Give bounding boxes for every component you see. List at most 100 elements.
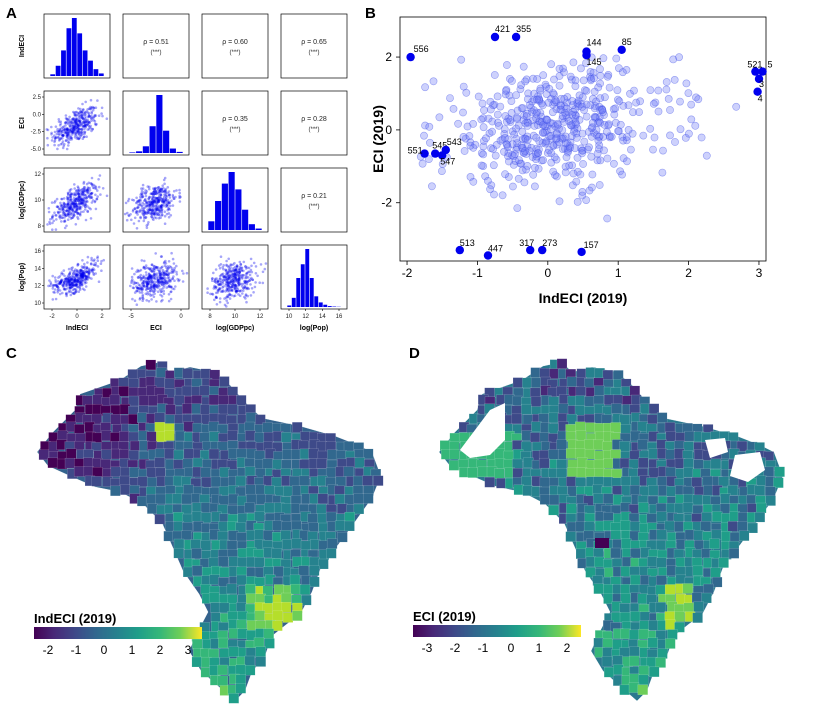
scatter-point [500, 125, 509, 134]
pair-scatter-point [155, 204, 159, 207]
pair-scatter-point [92, 115, 96, 119]
pair-scatter-point [83, 124, 86, 127]
pair-scatter-point [74, 278, 78, 281]
pair-scatter-point [63, 121, 67, 125]
scatter-point [691, 121, 700, 130]
pair-scatter-point [90, 192, 93, 195]
pair-scatter-point [154, 199, 157, 202]
pair-scatter-point [78, 119, 82, 123]
scatter-point [500, 134, 509, 142]
pair-scatter-point [139, 204, 143, 207]
pair-scatter-point [72, 129, 76, 133]
pair-scatter-point [225, 299, 228, 302]
municipality [182, 403, 193, 414]
highlighted-point [406, 52, 415, 62]
pair-scatter-point [54, 283, 57, 287]
pair-scatter-point [79, 199, 82, 202]
x-tick-label: 0 [544, 266, 551, 280]
municipality [309, 565, 320, 576]
pair-scatter-point [159, 273, 163, 277]
pair-scatter-point [68, 198, 72, 201]
municipality [154, 513, 165, 525]
municipality [667, 629, 678, 640]
scatter-point [582, 112, 591, 121]
pair-scatter-point [81, 137, 85, 140]
pair-scatter-point [76, 129, 79, 133]
pair-scatter-point [252, 291, 255, 294]
pair-scatter-point [68, 210, 71, 213]
pair-scatter-point [83, 273, 87, 277]
scatter-point [571, 144, 579, 153]
pair-scatter-point [144, 192, 147, 195]
pair-scatter-point [70, 281, 74, 285]
pair-scatter-point [141, 201, 144, 205]
pair-scatter-point [73, 124, 77, 127]
pair-scatter-point [76, 270, 79, 274]
pair-scatter-point [162, 200, 165, 204]
municipality [146, 431, 157, 442]
pair-scatter-point [62, 144, 65, 148]
municipality [763, 466, 774, 478]
pair-scatter-point [72, 278, 75, 282]
pair-scatter-point [61, 126, 64, 129]
pair-scatter-point [256, 274, 259, 278]
pair-scatter-point [47, 207, 51, 210]
pair-scatter-point [57, 276, 60, 279]
pair-scatter-point [74, 192, 77, 195]
pair-scatter-point [157, 186, 161, 189]
municipality [245, 484, 256, 495]
pair-scatter-point [79, 273, 83, 276]
pair-scatter-point [146, 205, 149, 208]
pair-scatter-point [60, 127, 63, 130]
pair-scatter-point [78, 205, 81, 208]
pair-scatter-point [83, 132, 86, 136]
municipality [363, 448, 374, 460]
pair-scatter-point [73, 204, 77, 208]
correlation-significance: (***) [150, 50, 161, 56]
municipality [110, 466, 122, 478]
pair-scatter-point [135, 209, 139, 213]
pair-scatter-point [137, 200, 141, 203]
municipality [219, 648, 230, 659]
scatter-point [612, 54, 621, 63]
pair-scatter-point [56, 205, 60, 209]
pair-scatter-point [261, 281, 265, 285]
municipality [611, 403, 622, 414]
pair-row-label: log(GDPpc) [19, 181, 26, 220]
pair-scatter-point [219, 263, 223, 266]
pair-scatter-point [91, 127, 94, 131]
municipality [262, 422, 273, 433]
pair-scatter-point [167, 212, 171, 215]
pair-scatter-point [68, 271, 72, 274]
pair-x-tick-label: 12 [302, 314, 309, 320]
pair-scatter-point [235, 272, 238, 275]
pair-scatter-point [75, 126, 78, 129]
municipality [165, 404, 176, 415]
pair-scatter-point [66, 117, 69, 121]
scatter-point [573, 153, 582, 162]
pair-scatter-point [73, 125, 76, 128]
pair-scatter-point [71, 133, 74, 136]
pair-scatter-point [81, 190, 85, 193]
pair-scatter-point [82, 193, 86, 196]
colorbar-tick-label: -2 [450, 641, 461, 655]
pair-scatter-point [85, 123, 89, 127]
pair-scatter-point [78, 195, 81, 199]
scatter-point [595, 181, 604, 189]
pair-scatter-point [137, 203, 140, 207]
pair-scatter-point [159, 293, 162, 297]
pair-scatter-point [85, 281, 88, 284]
municipality [521, 475, 532, 487]
pair-scatter-point [86, 128, 89, 131]
scatter-point [477, 115, 486, 124]
scatter-point [502, 61, 511, 69]
pair-scatter-point [143, 206, 147, 209]
pair-scatter-point [90, 256, 93, 260]
pair-scatter-point [70, 129, 73, 133]
municipality [208, 394, 220, 406]
scatter-point [459, 108, 467, 117]
pair-scatter-point [151, 200, 154, 204]
pair-scatter-point [81, 273, 84, 277]
municipality [218, 395, 229, 406]
pair-scatter-point [80, 279, 84, 283]
